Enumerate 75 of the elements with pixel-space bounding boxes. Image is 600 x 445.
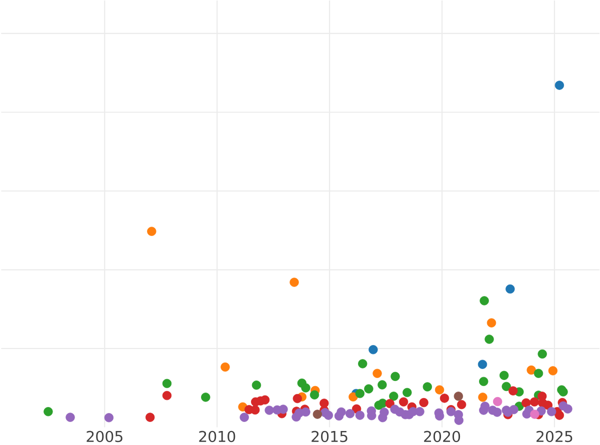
point bbox=[355, 410, 365, 420]
point bbox=[312, 409, 322, 419]
point bbox=[324, 410, 334, 420]
point bbox=[372, 368, 382, 378]
point bbox=[486, 318, 496, 328]
point bbox=[440, 393, 450, 403]
point bbox=[278, 404, 288, 414]
point bbox=[526, 365, 536, 374]
x-tick-label: 2025 bbox=[536, 430, 572, 442]
point bbox=[548, 366, 558, 376]
point bbox=[419, 398, 428, 407]
point bbox=[546, 406, 556, 416]
point bbox=[500, 370, 509, 380]
point bbox=[162, 378, 172, 388]
point bbox=[522, 398, 531, 408]
point bbox=[162, 390, 172, 400]
point bbox=[104, 412, 114, 422]
point bbox=[301, 407, 310, 416]
point bbox=[336, 407, 346, 416]
point bbox=[554, 80, 564, 90]
point bbox=[364, 384, 374, 394]
point bbox=[252, 380, 262, 390]
point bbox=[345, 408, 355, 418]
x-tick-label: 2010 bbox=[199, 430, 236, 442]
point bbox=[66, 412, 75, 422]
point bbox=[264, 405, 274, 415]
point bbox=[530, 409, 540, 419]
point bbox=[422, 382, 432, 392]
point bbox=[260, 395, 270, 404]
point bbox=[44, 406, 53, 416]
point bbox=[434, 385, 444, 394]
point bbox=[508, 386, 518, 396]
point bbox=[480, 296, 489, 306]
point bbox=[530, 397, 540, 406]
point bbox=[457, 400, 466, 409]
point bbox=[290, 277, 299, 287]
point bbox=[480, 401, 490, 411]
point bbox=[358, 358, 368, 368]
point bbox=[146, 412, 155, 422]
point bbox=[292, 394, 302, 403]
point bbox=[492, 396, 502, 406]
point bbox=[389, 391, 398, 401]
point bbox=[502, 382, 511, 391]
point bbox=[147, 226, 156, 236]
point bbox=[478, 360, 488, 369]
point bbox=[492, 407, 502, 417]
point bbox=[220, 362, 230, 372]
point bbox=[398, 397, 408, 406]
point bbox=[301, 383, 310, 392]
point bbox=[536, 406, 546, 416]
point bbox=[506, 284, 515, 294]
point bbox=[543, 400, 553, 410]
x-tick-label: 2005 bbox=[86, 430, 122, 442]
point bbox=[479, 376, 488, 386]
point bbox=[454, 391, 464, 401]
point bbox=[380, 407, 389, 417]
x-tick-label: 2015 bbox=[312, 430, 348, 442]
x-tick-label: 2020 bbox=[424, 430, 460, 442]
point bbox=[378, 380, 387, 390]
point bbox=[478, 392, 488, 402]
point bbox=[534, 368, 544, 378]
point bbox=[240, 412, 249, 422]
point bbox=[355, 388, 365, 398]
point bbox=[385, 398, 394, 408]
point bbox=[415, 406, 424, 416]
point bbox=[390, 372, 400, 381]
point bbox=[201, 392, 210, 402]
point bbox=[484, 334, 494, 344]
point bbox=[509, 404, 518, 414]
point bbox=[310, 390, 320, 400]
point bbox=[348, 392, 358, 402]
point bbox=[368, 344, 378, 354]
point bbox=[563, 404, 572, 414]
point bbox=[538, 349, 547, 358]
point bbox=[402, 388, 412, 397]
